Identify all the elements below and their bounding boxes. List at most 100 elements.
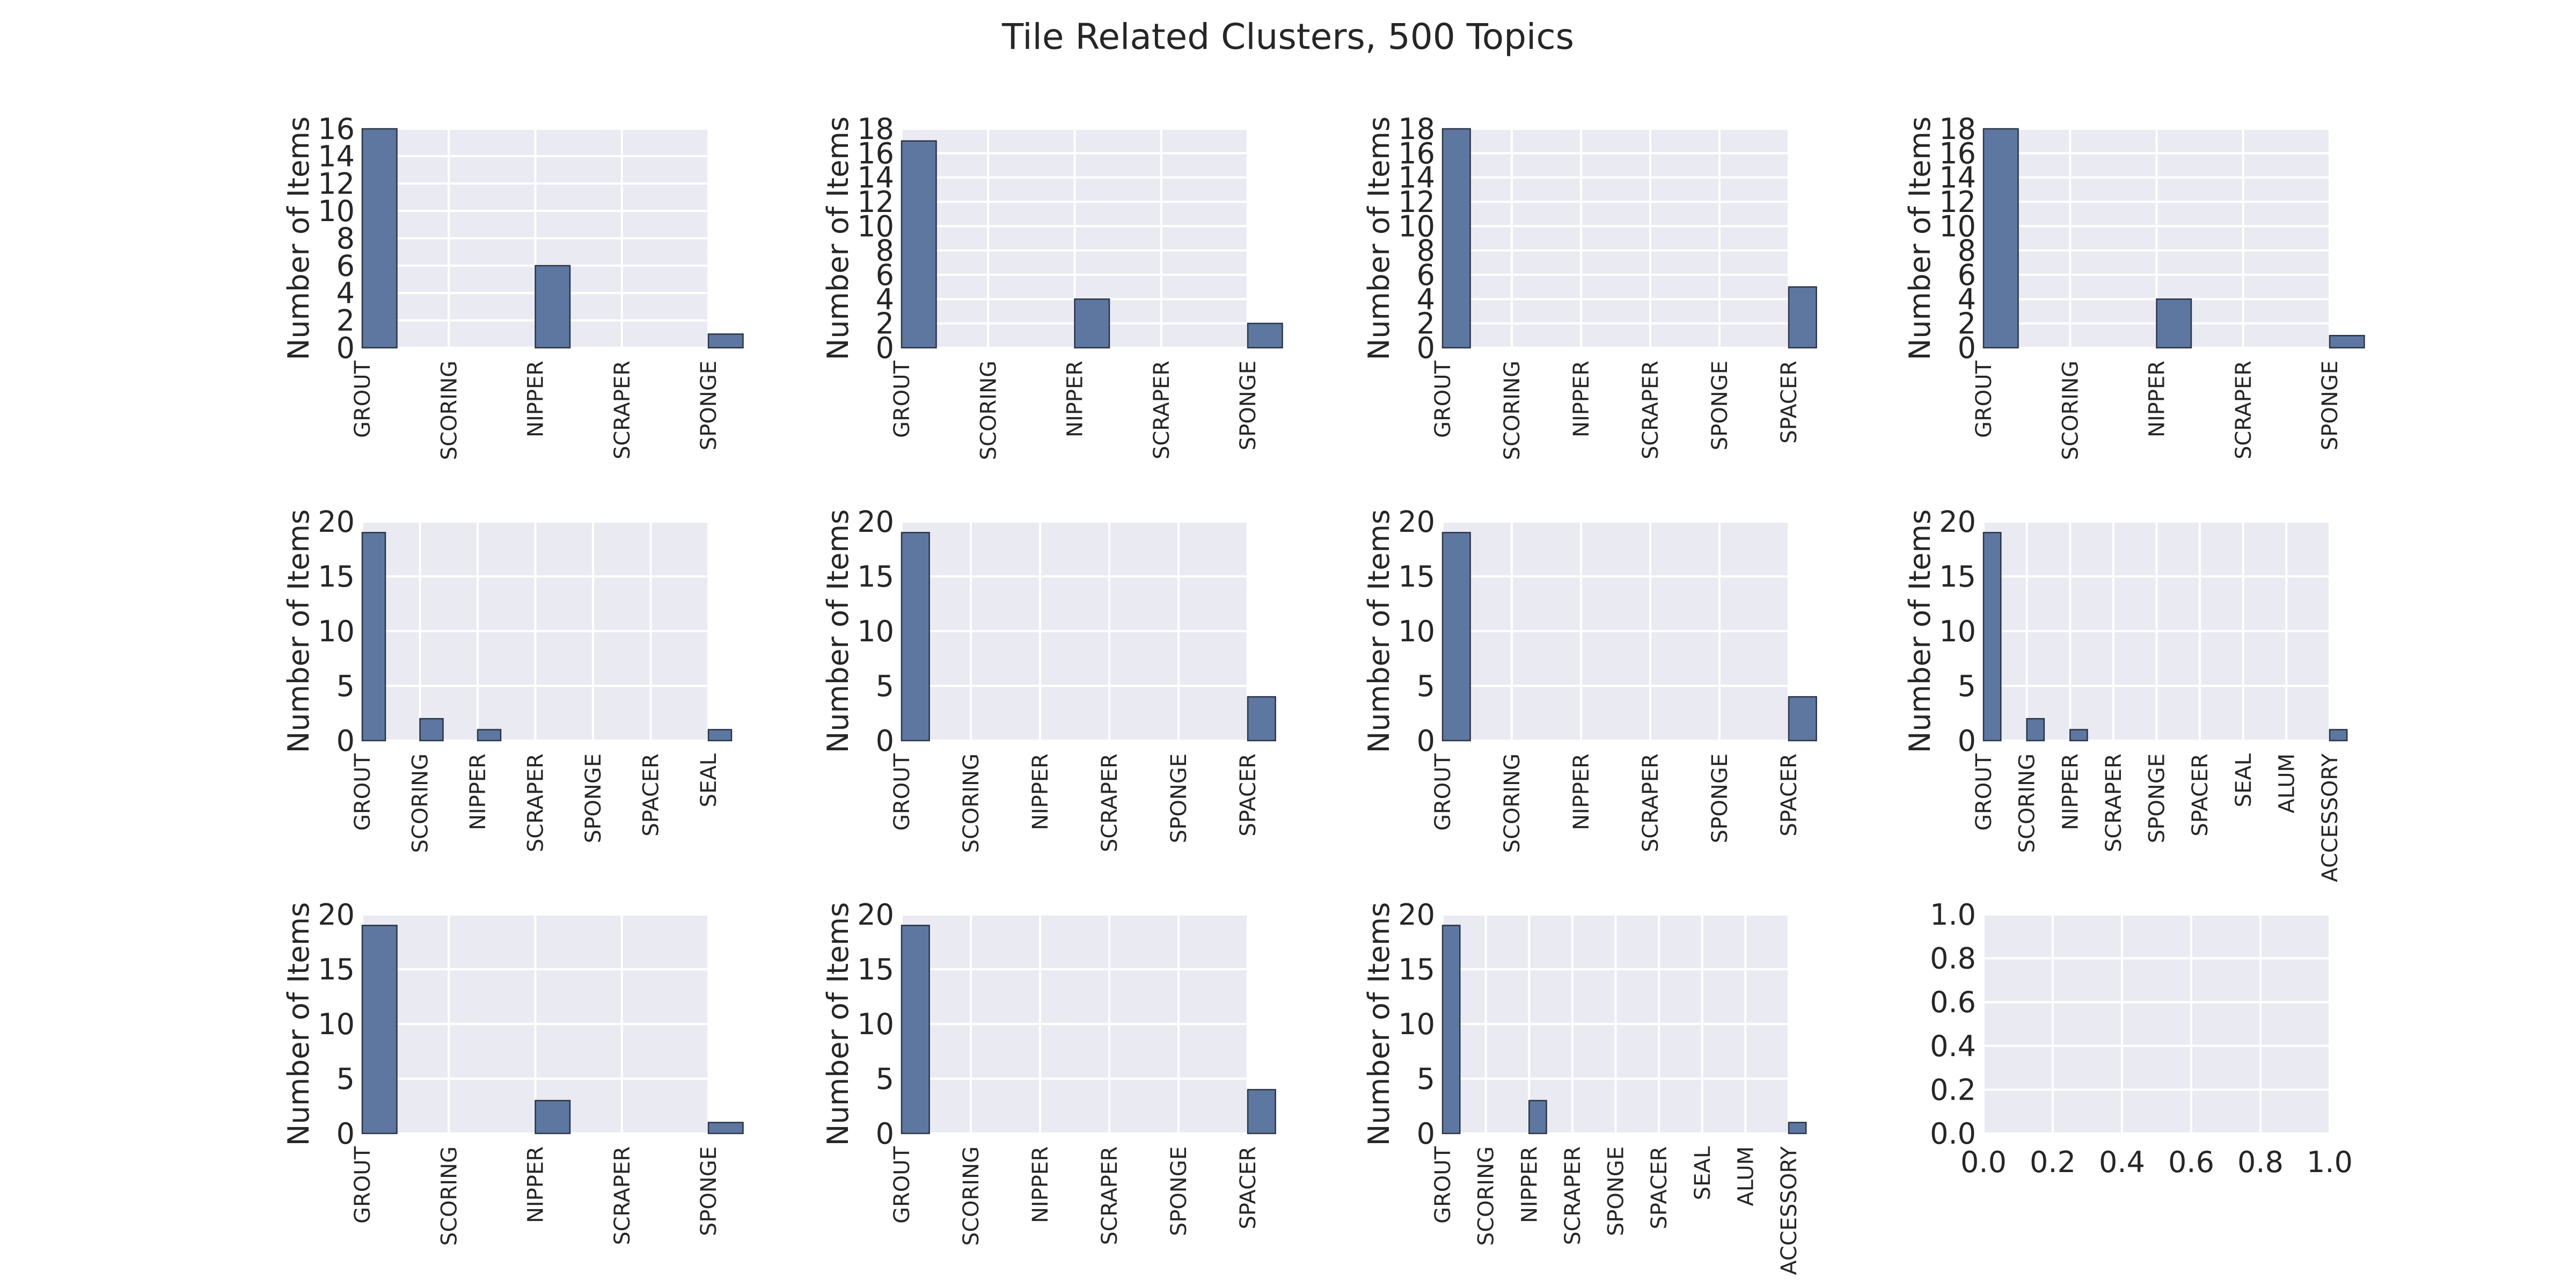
y-tick-label: 16 bbox=[857, 136, 894, 170]
y-axis-label: Number of Items bbox=[1903, 116, 1937, 360]
bar-nipper bbox=[1074, 298, 1110, 349]
y-tick-label: 5 bbox=[1417, 1062, 1435, 1096]
y-tick-label: 2 bbox=[1417, 307, 1435, 341]
y-tick-label: 4 bbox=[1958, 282, 1976, 316]
y-tick-label: 0 bbox=[336, 724, 355, 758]
y-tick-label: 16 bbox=[1398, 136, 1435, 170]
y-tick-label: 5 bbox=[336, 1062, 355, 1096]
subplot-10: 0 5 10 15 20 GROUT SCORING NIPPER SCRAPER SPONGE S… bbox=[821, 898, 1276, 1246]
y-axis-label: Number of Items bbox=[282, 116, 316, 360]
subplot-7: 0 5 10 15 20 GROUT SCORING NIPPER SCRAPER SPONGE S… bbox=[1362, 505, 1817, 853]
x-tick-label: GROUT bbox=[1431, 1146, 1455, 1224]
y-tick-label: 6 bbox=[336, 249, 355, 283]
y-tick-label: 0 bbox=[1417, 331, 1435, 365]
x-tick-label: 0.0 bbox=[1960, 1145, 2007, 1179]
x-tick-label: SCRAPER bbox=[524, 753, 548, 852]
x-tick-label: 0.8 bbox=[2237, 1145, 2284, 1179]
x-tick-label: SCRAPER bbox=[1561, 1146, 1585, 1245]
bar-sponge bbox=[707, 333, 744, 349]
x-tick-label: SCORING bbox=[437, 1146, 462, 1246]
y-tick-label: 12 bbox=[318, 167, 355, 201]
y-tick-label: 5 bbox=[876, 669, 894, 703]
y-tick-label: 20 bbox=[1398, 505, 1435, 539]
x-tick-label: SPONGE bbox=[1236, 361, 1261, 450]
y-tick-label: 16 bbox=[318, 112, 355, 146]
x-tick-label: GROUT bbox=[1972, 360, 1996, 438]
x-tick-label: SPONGE bbox=[1604, 1146, 1629, 1236]
x-tick-label: 0.2 bbox=[2030, 1145, 2076, 1179]
bar-sponge bbox=[707, 1122, 744, 1135]
bar-grout bbox=[361, 925, 398, 1135]
y-axis-label: Number of Items bbox=[1362, 902, 1396, 1146]
x-tick-label: SCRAPER bbox=[1638, 753, 1663, 852]
x-tick-label: 1.0 bbox=[2307, 1145, 2353, 1179]
y-tick-label: 6 bbox=[876, 258, 894, 292]
y-tick-label: 10 bbox=[318, 1007, 355, 1041]
bar-nipper bbox=[1528, 1100, 1547, 1135]
x-tick-label: NIPPER bbox=[1028, 1146, 1053, 1223]
bar-grout bbox=[1982, 128, 2019, 349]
x-tick-label: SPONGE bbox=[1167, 1146, 1191, 1236]
x-tick-label: SCORING bbox=[959, 1146, 984, 1246]
x-tick-label: SCORING bbox=[1500, 361, 1525, 460]
x-tick-label: NIPPER bbox=[524, 361, 548, 437]
y-tick-label: 4 bbox=[1417, 282, 1435, 316]
bar-nipper bbox=[2069, 729, 2088, 742]
x-tick-label: ACCESSORY bbox=[1777, 1146, 1802, 1275]
y-tick-label: 8 bbox=[876, 234, 894, 268]
y-tick-label: 0.2 bbox=[1930, 1073, 1976, 1107]
y-tick-label: 15 bbox=[1398, 560, 1435, 594]
bar-grout bbox=[1982, 532, 2002, 742]
y-axis-label: Number of Items bbox=[821, 116, 855, 360]
y-tick-label: 8 bbox=[1417, 234, 1435, 268]
x-tick-label: SCORING bbox=[408, 753, 433, 853]
x-tick-label: SCRAPER bbox=[610, 361, 635, 459]
y-tick-label: 10 bbox=[1939, 209, 1976, 243]
y-tick-label: 10 bbox=[857, 1007, 894, 1041]
y-tick-label: 2 bbox=[336, 304, 355, 338]
bar-grout bbox=[901, 140, 937, 349]
bar-grout bbox=[361, 128, 398, 349]
y-tick-label: 20 bbox=[318, 898, 355, 932]
subplot-12: 0.0 0.2 0.4 0.6 0.8 1.0 0.0 0.2 0.4 0.6 0.8 1.0 bbox=[1930, 898, 2353, 1179]
y-tick-label: 4 bbox=[876, 282, 894, 316]
bar-seal bbox=[707, 729, 733, 742]
x-tick-label: SCORING bbox=[2058, 361, 2083, 460]
x-tick-label: GROUT bbox=[890, 753, 914, 831]
y-tick-label: 10 bbox=[857, 614, 894, 648]
y-tick-label: 12 bbox=[1939, 185, 1976, 219]
x-tick-label: NIPPER bbox=[1569, 361, 1594, 437]
subplot-6: 0 5 10 15 20 GROUT SCORING NIPPER SCRAPER SPONGE S… bbox=[821, 505, 1276, 853]
bar-accessory bbox=[2329, 729, 2348, 742]
x-tick-label: SCRAPER bbox=[2231, 361, 2256, 459]
y-tick-label: 20 bbox=[857, 898, 894, 932]
x-tick-label: SPONGE bbox=[2145, 753, 2170, 843]
y-tick-label: 0.6 bbox=[1930, 985, 1976, 1019]
y-tick-label: 8 bbox=[1958, 234, 1976, 268]
x-tick-label: NIPPER bbox=[466, 753, 491, 830]
y-tick-label: 4 bbox=[336, 276, 355, 310]
subplot-9: 0 5 10 15 20 GROUT SCORING NIPPER SCRAPER SPONGE N… bbox=[282, 898, 744, 1246]
x-tick-label: SPONGE bbox=[1708, 753, 1732, 843]
y-tick-label: 0 bbox=[876, 724, 894, 758]
x-tick-label: SCRAPER bbox=[1150, 361, 1174, 459]
x-tick-label: SPONGE bbox=[581, 753, 606, 843]
x-tick-label: SPACER bbox=[639, 753, 664, 837]
y-tick-label: 6 bbox=[1417, 258, 1435, 292]
y-tick-label: 15 bbox=[318, 953, 355, 986]
y-tick-label: 18 bbox=[857, 112, 894, 146]
x-tick-label: SPACER bbox=[1777, 753, 1802, 837]
bar-grout bbox=[361, 532, 386, 742]
y-tick-label: 1.0 bbox=[1930, 898, 1976, 932]
x-tick-label: NIPPER bbox=[524, 1146, 548, 1223]
y-tick-label: 14 bbox=[1398, 161, 1435, 195]
y-tick-label: 0 bbox=[1958, 331, 1976, 365]
y-axis-label: Number of Items bbox=[1903, 509, 1937, 753]
x-tick-label: SCRAPER bbox=[2102, 753, 2126, 852]
x-tick-label: SPACER bbox=[2188, 753, 2213, 837]
bar-nipper bbox=[2156, 298, 2192, 349]
x-tick-label: NIPPER bbox=[1028, 753, 1053, 830]
x-tick-label: ALUM bbox=[2274, 753, 2299, 813]
bar-spacer bbox=[1247, 1089, 1276, 1135]
